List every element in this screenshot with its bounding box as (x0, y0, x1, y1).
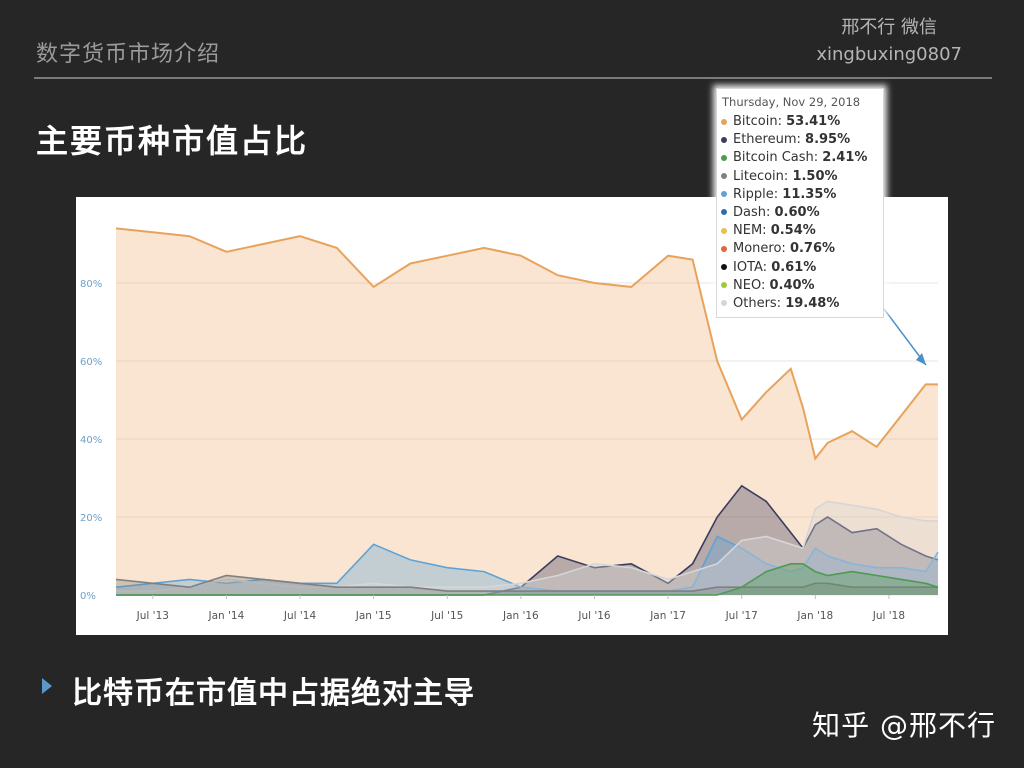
tooltip-series-name: Monero: (733, 241, 786, 257)
series-area-others (116, 501, 938, 595)
tooltip-series-value: 1.50% (792, 168, 838, 184)
legend-dot-icon (721, 209, 727, 216)
x-tick-label: Jul '18 (872, 610, 905, 622)
tooltip-series-name: NEO: (733, 277, 766, 293)
tooltip-series-value: 0.40% (769, 277, 815, 293)
x-tick-label: Jan '14 (208, 610, 245, 622)
tooltip-series-name: Ethereum: (733, 132, 801, 148)
series-line-others (116, 500, 938, 592)
tooltip-item: Ripple: 11.35% (721, 186, 867, 204)
tooltip-date: Thursday, Nov 29, 2018 (722, 95, 861, 109)
series-line-bitcoin-cash (116, 563, 939, 596)
tooltip-list: Bitcoin: 53.41% Ethereum: 8.95% Bitcoin Ca… (721, 113, 867, 313)
tooltip-series-name: Ripple: (733, 186, 779, 202)
author-handle: xingbuxing0807 (816, 44, 962, 65)
tooltip-series-value: 0.76% (789, 241, 836, 257)
series-line-litecoin (115, 574, 938, 592)
series-area-ripple (116, 536, 938, 595)
y-tick-label: 60% (80, 357, 102, 368)
slide-title: 主要币种市值占比 (36, 122, 309, 160)
bullet-text: 比特币在市值中占据绝对主导 (72, 676, 475, 711)
header-title: 数字货币市场介绍 (36, 42, 221, 67)
chart-tooltip: Thursday, Nov 29, 2018 Bitcoin: 53.41% Et… (716, 88, 884, 318)
chart-canvas: 0% 20% 40% 60% 80% Jul '13 Jan '14 Jul '14 Jan '… (80, 227, 939, 622)
tooltip-item: Others: 19.48% (721, 295, 867, 313)
legend-dot-icon (721, 264, 727, 270)
tooltip-item: Bitcoin Cash: 2.41% (721, 149, 867, 167)
legend-dot-icon (721, 173, 727, 180)
tooltip-item: NEM: 0.54% (721, 222, 867, 240)
tooltip-item: IOTA: 0.61% (721, 259, 867, 277)
tooltip-series-name: IOTA: (733, 259, 768, 275)
series-area-ethereum (116, 485, 938, 595)
x-tick-label: Jan '16 (502, 610, 539, 622)
tooltip-series-name: Others: (733, 295, 782, 311)
y-tick-label: 80% (80, 279, 102, 290)
tooltip-series-value: 0.61% (771, 259, 817, 275)
legend-dot-icon (721, 154, 727, 161)
x-tick-label: Jan '17 (649, 610, 686, 622)
legend-dot-icon (721, 118, 727, 125)
tooltip-item: Bitcoin: 53.41% (721, 113, 867, 131)
author-info: 邢不行 微信 xingbuxing0807 (816, 14, 962, 68)
legend-dot-icon (721, 136, 727, 143)
legend-dot-icon (721, 282, 727, 289)
bullet-arrow-icon (42, 678, 52, 694)
watermark: 知乎 @邢不行 (812, 709, 996, 742)
legend-dot-icon (721, 300, 727, 307)
tooltip-series-value: 0.54% (770, 223, 816, 239)
tooltip-item: Ethereum: 8.95% (721, 131, 867, 149)
tooltip-series-name: Dash: (733, 204, 771, 220)
x-tick-label: Jul '17 (725, 610, 758, 622)
tooltip-series-name: NEM: (733, 223, 767, 239)
x-tick-label: Jan '18 (796, 610, 833, 622)
series-line-bitcoin (115, 227, 938, 461)
annotation-arrowhead-icon (916, 353, 926, 365)
tooltip-series-value: 19.48% (785, 295, 840, 311)
tooltip-item: Monero: 0.76% (721, 240, 867, 258)
tooltip-series-value: 0.60% (774, 204, 820, 220)
x-tick-label: Jul '16 (577, 610, 611, 622)
tooltip-series-name: Bitcoin Cash: (733, 150, 819, 166)
x-tick-label: Jul '15 (430, 610, 463, 622)
series-area-bitcoin-cash (116, 563, 938, 595)
x-tick-label: Jul '14 (283, 610, 317, 622)
author-name: 邢不行 微信 (841, 17, 938, 38)
x-tick-label: Jan '15 (355, 610, 392, 622)
tooltip-series-value: 11.35% (782, 186, 837, 202)
legend-dot-icon (721, 245, 727, 252)
tooltip-item: NEO: 0.40% (721, 277, 867, 295)
tooltip-series-name: Litecoin: (733, 168, 789, 184)
legend-dot-icon (721, 191, 727, 198)
tooltip-item: Litecoin: 1.50% (721, 168, 867, 186)
y-tick-label: 20% (80, 513, 102, 524)
y-tick-label: 40% (80, 435, 102, 446)
header-divider (34, 77, 992, 79)
x-tick-label: Jul '13 (136, 610, 169, 622)
tooltip-series-value: 53.41% (786, 114, 841, 129)
series-area-bitcoin (116, 228, 938, 595)
legend-dot-icon (721, 227, 727, 234)
tooltip-series-value: 2.41% (822, 150, 868, 166)
tooltip-series-value: 8.95% (805, 132, 851, 148)
tooltip-series-name: Bitcoin: (733, 114, 782, 129)
tooltip-item: Dash: 0.60% (721, 204, 867, 222)
y-tick-label: 0% (80, 591, 96, 602)
